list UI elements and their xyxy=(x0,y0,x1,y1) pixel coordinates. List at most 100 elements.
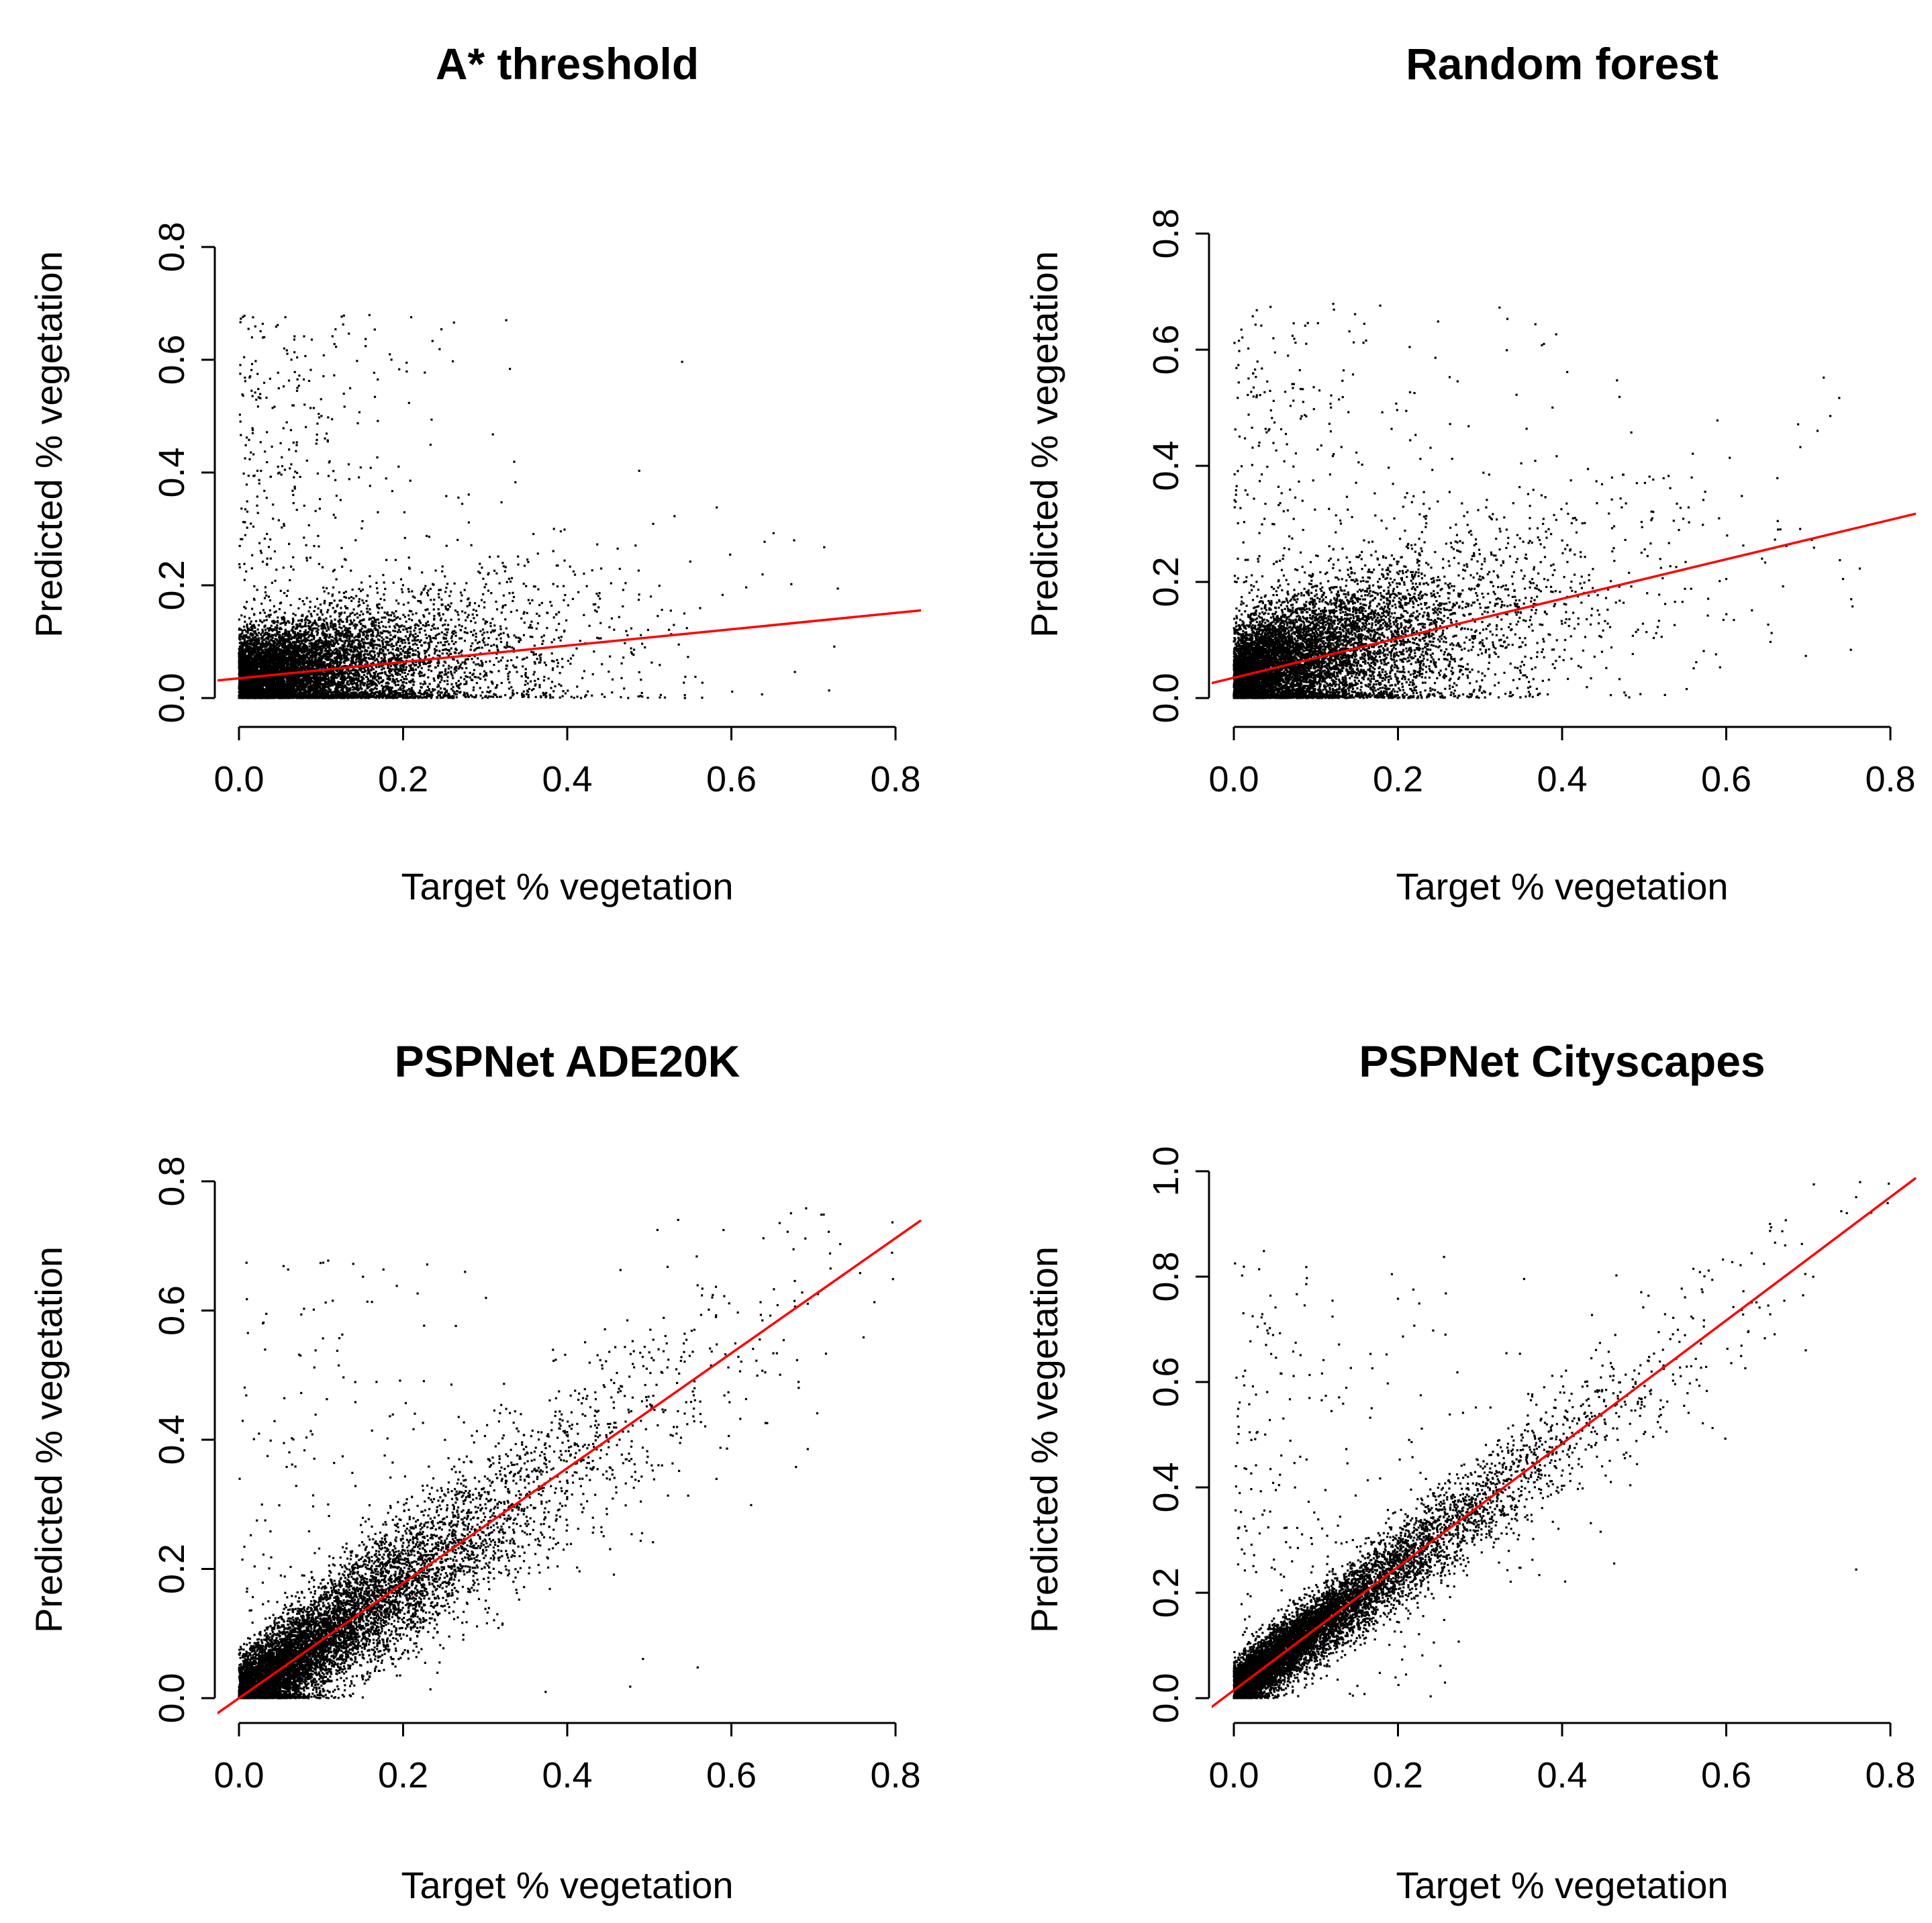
scatter-point xyxy=(489,690,492,693)
scatter-point xyxy=(407,566,411,569)
scatter-point xyxy=(372,624,375,627)
scatter-point xyxy=(293,640,296,643)
scatter-point xyxy=(305,625,307,628)
scatter-point xyxy=(549,601,552,603)
scatter-point xyxy=(412,678,414,681)
scatter-point xyxy=(322,674,325,677)
scatter-point xyxy=(600,567,603,570)
scatter-point xyxy=(411,648,414,650)
scatter-point xyxy=(292,556,295,558)
scatter-point xyxy=(238,667,240,670)
scatter-point xyxy=(477,642,479,644)
scatter-point xyxy=(376,606,379,609)
scatter-point xyxy=(411,661,414,664)
scatter-point xyxy=(278,628,281,630)
scatter-point xyxy=(382,638,385,641)
scatter-point xyxy=(761,693,763,696)
scatter-point xyxy=(327,649,330,652)
scatter-point xyxy=(353,636,356,639)
scatter-point xyxy=(453,691,456,693)
scatter-point xyxy=(426,693,428,696)
scatter-point xyxy=(339,634,342,637)
scatter-point xyxy=(381,641,384,644)
scatter-point xyxy=(494,687,497,689)
scatter-point xyxy=(373,395,377,398)
scatter-point xyxy=(414,649,417,652)
scatter-point xyxy=(299,654,302,657)
scatter-point xyxy=(439,691,442,694)
scatter-point xyxy=(437,694,440,697)
scatter-point xyxy=(532,533,535,536)
scatter-point xyxy=(239,373,242,375)
scatter-point xyxy=(375,658,378,660)
scatter-point xyxy=(344,686,347,689)
scatter-point xyxy=(377,680,380,683)
scatter-point xyxy=(240,434,242,436)
scatter-point xyxy=(244,607,247,609)
scatter-point xyxy=(319,637,322,640)
scatter-point xyxy=(410,679,413,682)
scatter-point xyxy=(253,632,256,634)
scatter-point xyxy=(318,413,320,415)
scatter-point xyxy=(287,640,289,644)
scatter-point xyxy=(268,615,271,618)
scatter-point xyxy=(401,691,404,694)
scatter-point xyxy=(526,677,530,679)
scatter-point xyxy=(512,693,515,695)
scatter-point xyxy=(427,648,430,651)
scatter-point xyxy=(288,666,291,669)
scatter-point xyxy=(304,634,307,636)
scatter-point xyxy=(339,499,342,501)
scatter-point xyxy=(301,649,303,652)
scatter-point xyxy=(595,593,598,595)
scatter-point xyxy=(342,679,344,681)
scatter-point xyxy=(370,639,373,642)
scatter-point xyxy=(318,682,321,685)
scatter-point xyxy=(537,588,540,591)
scatter-point xyxy=(434,637,437,640)
scatter-point xyxy=(479,630,482,632)
scatter-point xyxy=(313,687,316,689)
scatter-point xyxy=(369,652,371,655)
scatter-point xyxy=(335,628,338,630)
scatter-point xyxy=(303,675,305,678)
scatter-point xyxy=(381,636,383,639)
scatter-point xyxy=(358,614,361,617)
scatter-point xyxy=(348,683,350,686)
scatter-points xyxy=(238,313,839,699)
scatter-point xyxy=(394,558,397,561)
scatter-point xyxy=(337,690,340,693)
scatter-point xyxy=(337,696,340,699)
scatter-point xyxy=(476,647,479,650)
scatter-point xyxy=(423,615,426,618)
scatter-point xyxy=(383,616,386,619)
scatter-point xyxy=(304,618,307,620)
scatter-point xyxy=(500,681,503,685)
scatter-point xyxy=(418,662,420,664)
scatter-point xyxy=(451,632,454,634)
scatter-point xyxy=(413,681,416,683)
scatter-point xyxy=(534,683,537,686)
scatter-point xyxy=(524,680,527,683)
scatter-point xyxy=(238,563,241,566)
scatter-point xyxy=(358,411,360,413)
scatter-point xyxy=(659,696,661,699)
scatter-point xyxy=(337,685,340,687)
scatter-point xyxy=(356,674,358,677)
scatter-point xyxy=(637,695,640,698)
scatter-point xyxy=(525,675,528,678)
scatter-point xyxy=(576,685,579,688)
scatter-point xyxy=(263,597,267,599)
scatter-point xyxy=(437,690,440,693)
scatter-point xyxy=(281,652,283,655)
scatter-point xyxy=(470,620,473,622)
scatter-point xyxy=(496,648,499,651)
scatter-point xyxy=(399,673,401,676)
scatter-point xyxy=(438,693,441,696)
scatter-point xyxy=(369,682,372,685)
scatter-point xyxy=(242,394,244,397)
scatter-point xyxy=(321,632,324,635)
scatter-point xyxy=(453,582,456,585)
scatter-point xyxy=(274,638,277,640)
scatter-point xyxy=(369,695,371,697)
